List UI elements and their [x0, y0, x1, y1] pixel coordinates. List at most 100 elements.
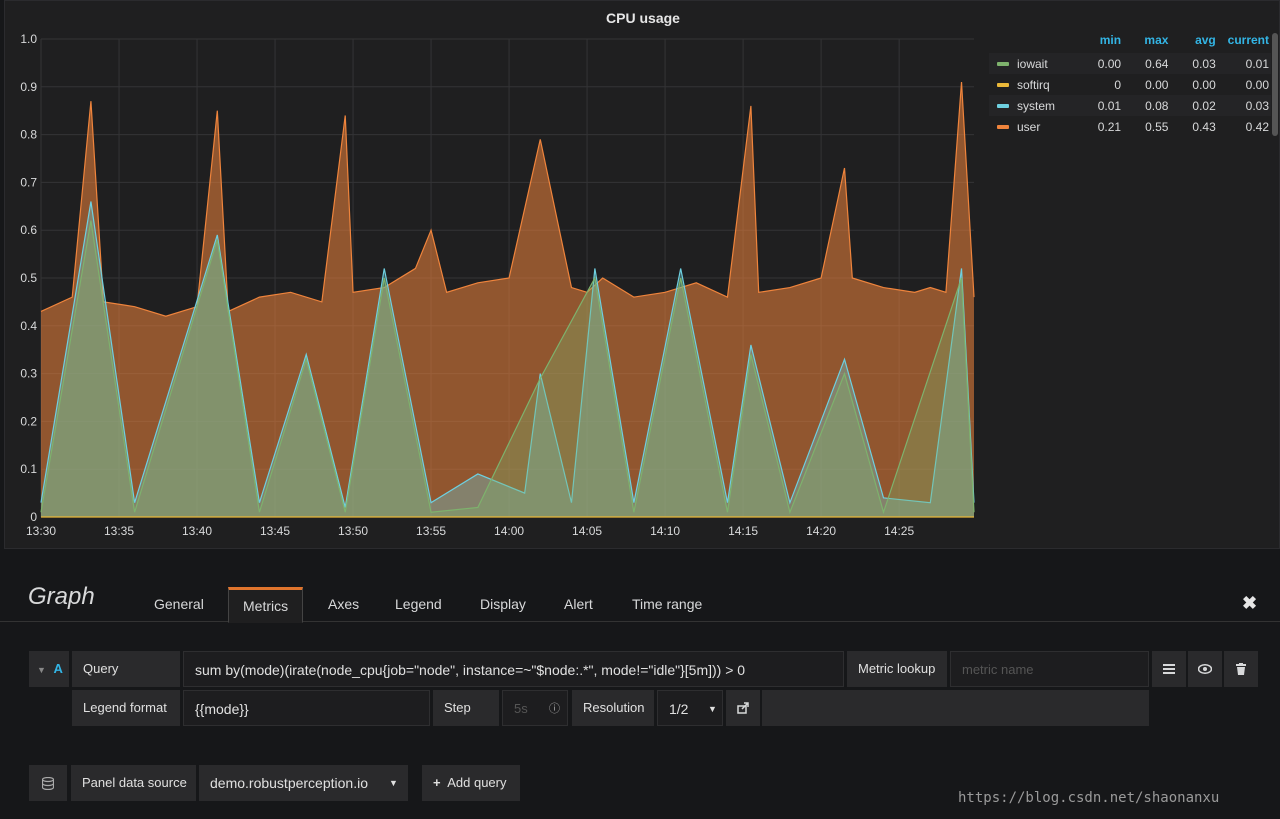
- legend-row-iowait[interactable]: iowait 0.00 0.64 0.03 0.01: [989, 53, 1271, 74]
- legend-swatch-user[interactable]: [997, 124, 1009, 129]
- tab-legend[interactable]: Legend: [395, 596, 442, 612]
- legend-header-current[interactable]: current: [1227, 33, 1269, 47]
- legend-min-iowait: 0.00: [1097, 56, 1122, 71]
- metric-name-placeholder: metric name: [962, 662, 1034, 677]
- legend-label-softirq[interactable]: softirq: [1017, 77, 1050, 92]
- legend-label-user[interactable]: user: [1017, 119, 1041, 134]
- legend-row-user[interactable]: user 0.21 0.55 0.43 0.42: [989, 116, 1271, 137]
- panel-data-source-label: Panel data source: [71, 765, 196, 801]
- tab-general[interactable]: General: [154, 596, 204, 612]
- legend-header-min[interactable]: min: [1099, 33, 1122, 47]
- query-label: Query: [72, 651, 180, 687]
- tab-time-range[interactable]: Time range: [632, 596, 703, 612]
- cpu-usage-chart: 0 0.1 0.2 0.3 0.4 0.5 0.6 0.7 0.8 0.9 1.0 13:30 13:3…: [20, 32, 975, 538]
- data-source-button[interactable]: [29, 765, 67, 801]
- menu-icon: [1163, 664, 1175, 674]
- legend-min-user: 0.21: [1097, 119, 1122, 134]
- add-query-button[interactable]: + Add query: [422, 765, 520, 801]
- metric-lookup-label: Metric lookup: [847, 651, 947, 687]
- legend-swatch-iowait[interactable]: [997, 61, 1009, 66]
- x-tick-label: 14:25: [884, 524, 914, 538]
- y-tick-label: 0.3: [20, 367, 37, 381]
- series-line-system: [40, 201, 975, 508]
- series-area-system: [41, 201, 974, 517]
- series-line-iowait: [40, 220, 975, 515]
- share-icon: [737, 702, 749, 714]
- panel-title[interactable]: CPU usage: [606, 10, 680, 26]
- collapse-caret-icon: ▼: [37, 665, 46, 675]
- watermark: https://blog.csdn.net/shaonanxu: [958, 790, 1220, 806]
- legend-max-softirq: 0.00: [1145, 77, 1169, 92]
- editor-title: Graph: [28, 583, 95, 610]
- query-ref-id: A: [53, 661, 63, 676]
- step-input[interactable]: 5s ⓘ: [502, 690, 568, 726]
- legend-format-label: Legend format: [72, 690, 180, 726]
- toggle-visibility-button[interactable]: [1188, 651, 1222, 687]
- y-tick-label: 0.8: [20, 128, 37, 142]
- legend-max-iowait: 0.64: [1145, 56, 1169, 71]
- x-tick-label: 14:20: [806, 524, 836, 538]
- legend-row-system[interactable]: system 0.01 0.08 0.02 0.03: [989, 95, 1271, 116]
- y-tick-label: 0.1: [20, 462, 37, 476]
- legend-header-max[interactable]: max: [1144, 33, 1169, 47]
- chart-legend: min max avg current iowait 0.00 0.64 0.0…: [989, 33, 1271, 137]
- x-tick-label: 13:30: [26, 524, 56, 538]
- legend-swatch-softirq[interactable]: [997, 82, 1009, 87]
- y-tick-label: 0.9: [20, 80, 37, 94]
- legend-header-avg[interactable]: avg: [1195, 33, 1216, 47]
- legend-current-system: 0.03: [1245, 98, 1269, 113]
- legend-format-value: {{mode}}: [195, 701, 249, 717]
- legend-avg-softirq: 0.00: [1192, 77, 1216, 92]
- legend-header: min max avg current: [989, 33, 1271, 53]
- y-tick-label: 0.7: [20, 175, 37, 189]
- tab-axes[interactable]: Axes: [328, 596, 360, 612]
- legend-format-input[interactable]: {{mode}}: [183, 690, 430, 726]
- legend-min-softirq: 0: [1114, 77, 1122, 92]
- x-tick-label: 14:00: [494, 524, 524, 538]
- add-query-label: Add query: [447, 775, 507, 790]
- resolution-select[interactable]: 1/2 ▼: [657, 690, 723, 726]
- plus-icon: +: [433, 775, 441, 790]
- data-source-select[interactable]: demo.robustperception.io ▼: [199, 765, 408, 801]
- eye-icon: [1198, 664, 1212, 674]
- legend-label-system[interactable]: system: [1017, 98, 1056, 113]
- tab-display[interactable]: Display: [480, 596, 526, 612]
- x-tick-label: 13:55: [416, 524, 446, 538]
- tab-metrics[interactable]: Metrics: [228, 587, 304, 623]
- open-external-button[interactable]: [726, 690, 760, 726]
- y-tick-label: 0.6: [20, 223, 37, 237]
- legend-max-user: 0.55: [1145, 119, 1169, 134]
- query-text: sum by(mode)(irate(node_cpu{job="node", …: [195, 662, 746, 678]
- legend-current-user: 0.42: [1245, 119, 1269, 134]
- query-ref-toggle[interactable]: ▼ A: [29, 651, 69, 687]
- step-placeholder: 5s: [514, 701, 528, 716]
- legend-swatch-system[interactable]: [997, 103, 1009, 108]
- legend-label-iowait[interactable]: iowait: [1017, 56, 1048, 71]
- legend-row-softirq[interactable]: softirq 0 0.00 0.00 0.00: [989, 74, 1271, 95]
- delete-query-button[interactable]: [1224, 651, 1258, 687]
- x-tick-label: 13:45: [260, 524, 290, 538]
- legend-avg-system: 0.02: [1192, 98, 1216, 113]
- x-tick-label: 13:40: [182, 524, 212, 538]
- data-source-value: demo.robustperception.io: [210, 775, 368, 791]
- graph-panel: 0 0.1 0.2 0.3 0.4 0.5 0.6 0.7 0.8 0.9 1.0 13:30 13:3…: [4, 0, 1280, 549]
- legend-max-system: 0.08: [1145, 98, 1169, 113]
- x-tick-label: 13:35: [104, 524, 134, 538]
- tab-alert[interactable]: Alert: [564, 596, 593, 612]
- caret-down-icon: ▼: [708, 704, 717, 714]
- info-icon[interactable]: ⓘ: [549, 703, 560, 715]
- x-tick-label: 13:50: [338, 524, 368, 538]
- series-area-iowait: [41, 220, 974, 517]
- query-input[interactable]: sum by(mode)(irate(node_cpu{job="node", …: [183, 651, 844, 687]
- close-icon[interactable]: ✖: [1242, 593, 1258, 613]
- query-row-spacer: [762, 690, 1149, 726]
- resolution-label: Resolution: [572, 690, 654, 726]
- legend-scrollbar[interactable]: [1272, 33, 1278, 136]
- query-menu-button[interactable]: [1152, 651, 1186, 687]
- series-line-user: [40, 81, 975, 317]
- legend-avg-user: 0.43: [1192, 119, 1216, 134]
- metric-name-input[interactable]: metric name: [950, 651, 1149, 687]
- legend-current-iowait: 0.01: [1245, 56, 1269, 71]
- y-tick-label: 0.5: [20, 271, 37, 285]
- legend-min-system: 0.01: [1097, 98, 1122, 113]
